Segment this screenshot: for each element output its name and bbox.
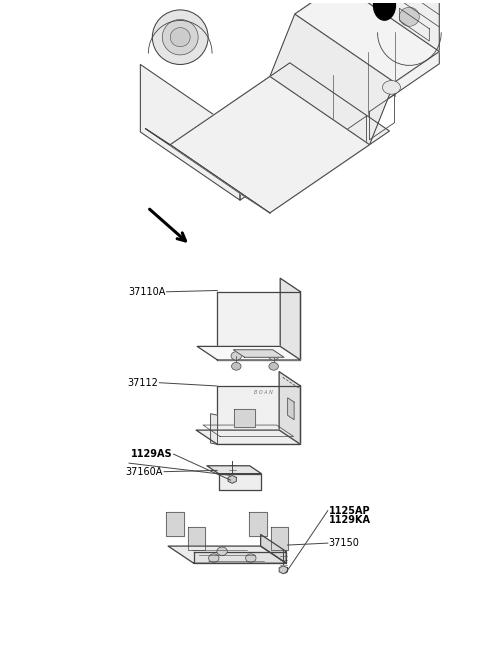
Polygon shape xyxy=(228,476,236,483)
Ellipse shape xyxy=(382,0,437,44)
Polygon shape xyxy=(295,0,439,83)
Ellipse shape xyxy=(152,10,208,64)
Ellipse shape xyxy=(162,20,198,55)
Text: 37160A: 37160A xyxy=(126,466,163,477)
Polygon shape xyxy=(240,3,439,200)
Ellipse shape xyxy=(231,362,241,370)
Ellipse shape xyxy=(170,28,190,47)
Polygon shape xyxy=(207,466,261,474)
Polygon shape xyxy=(196,430,300,444)
Polygon shape xyxy=(288,398,294,420)
Text: 37150: 37150 xyxy=(329,538,360,548)
Polygon shape xyxy=(219,474,261,490)
Polygon shape xyxy=(271,527,288,550)
Polygon shape xyxy=(280,278,300,360)
Polygon shape xyxy=(250,512,266,536)
Polygon shape xyxy=(167,512,183,536)
Text: B O A N: B O A N xyxy=(254,390,273,396)
Polygon shape xyxy=(194,552,286,563)
Ellipse shape xyxy=(270,96,290,115)
Polygon shape xyxy=(170,63,389,213)
Text: 1129AS: 1129AS xyxy=(131,449,173,459)
Ellipse shape xyxy=(383,81,400,94)
Polygon shape xyxy=(140,64,240,200)
Ellipse shape xyxy=(231,352,241,360)
Polygon shape xyxy=(211,414,217,444)
Ellipse shape xyxy=(399,7,420,26)
Ellipse shape xyxy=(209,554,219,563)
Text: 37112: 37112 xyxy=(128,378,158,388)
Polygon shape xyxy=(234,409,255,427)
Polygon shape xyxy=(340,0,439,52)
Polygon shape xyxy=(170,77,370,213)
Polygon shape xyxy=(197,346,300,360)
Polygon shape xyxy=(279,566,288,574)
Polygon shape xyxy=(295,0,439,83)
Polygon shape xyxy=(145,128,270,213)
Ellipse shape xyxy=(252,78,308,133)
Ellipse shape xyxy=(392,0,427,35)
Ellipse shape xyxy=(269,362,278,370)
Ellipse shape xyxy=(262,88,298,123)
Text: 37110A: 37110A xyxy=(128,287,166,297)
Polygon shape xyxy=(188,527,205,550)
Polygon shape xyxy=(340,0,439,52)
Polygon shape xyxy=(217,291,300,360)
Polygon shape xyxy=(233,350,284,357)
Polygon shape xyxy=(279,371,300,444)
Polygon shape xyxy=(217,386,300,444)
Ellipse shape xyxy=(246,554,256,563)
Ellipse shape xyxy=(217,547,228,555)
Polygon shape xyxy=(168,546,286,563)
Text: 1129KA: 1129KA xyxy=(329,515,371,525)
Polygon shape xyxy=(261,534,286,563)
Circle shape xyxy=(384,0,396,7)
Text: 1125AP: 1125AP xyxy=(329,506,371,515)
Circle shape xyxy=(373,0,396,20)
Polygon shape xyxy=(270,14,395,145)
Ellipse shape xyxy=(268,352,279,360)
